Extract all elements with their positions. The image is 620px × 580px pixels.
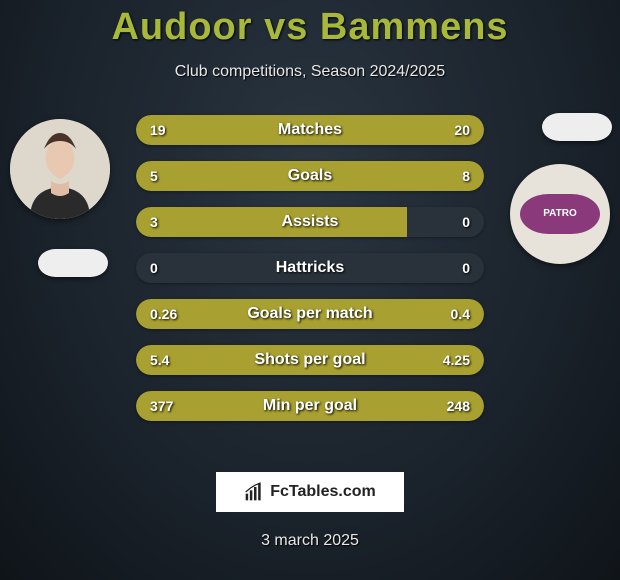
stat-label: Hattricks xyxy=(136,259,484,277)
stat-value-left: 377 xyxy=(150,398,173,414)
comparison-area: PATRO 1920Matches58Goals30Assists00Hattr… xyxy=(0,109,620,474)
stat-bar-left xyxy=(136,207,407,237)
stat-value-left: 3 xyxy=(150,214,158,230)
stat-value-right: 0 xyxy=(462,214,470,230)
stat-value-right: 248 xyxy=(447,398,470,414)
page-subtitle: Club competitions, Season 2024/2025 xyxy=(175,63,445,81)
stat-value-left: 0.26 xyxy=(150,306,177,322)
player-right-flag xyxy=(542,113,612,141)
footer: FcTables.com 3 march 2025 xyxy=(0,474,620,580)
brand-badge[interactable]: FcTables.com xyxy=(218,474,402,510)
page-title: Audoor vs Bammens xyxy=(111,6,508,49)
stat-value-right: 20 xyxy=(454,122,470,138)
club-logo: PATRO xyxy=(520,194,600,234)
stat-row: 0.260.4Goals per match xyxy=(136,299,484,329)
stat-value-left: 5 xyxy=(150,168,158,184)
stat-value-left: 0 xyxy=(150,260,158,276)
chart-icon xyxy=(244,482,264,502)
stat-value-right: 0.4 xyxy=(451,306,470,322)
stat-row: 30Assists xyxy=(136,207,484,237)
player-left-flag xyxy=(38,249,108,277)
stat-value-right: 4.25 xyxy=(443,352,470,368)
stat-row: 0 0Hattricks xyxy=(136,253,484,283)
date-text: 3 march 2025 xyxy=(261,532,359,550)
stat-value-right: 8 xyxy=(462,168,470,184)
stat-row: 5.44.25Shots per goal xyxy=(136,345,484,375)
player-right-avatar: PATRO xyxy=(510,164,610,264)
stat-bar-right xyxy=(270,161,484,191)
player-left-avatar xyxy=(10,119,110,219)
stat-value-left: 5.4 xyxy=(150,352,169,368)
stat-row: 58Goals xyxy=(136,161,484,191)
club-logo-text: PATRO xyxy=(543,209,577,219)
stat-value-left: 19 xyxy=(150,122,166,138)
stat-row: 1920Matches xyxy=(136,115,484,145)
stat-row: 377248Min per goal xyxy=(136,391,484,421)
content-wrapper: Audoor vs Bammens Club competitions, Sea… xyxy=(0,0,620,580)
person-icon xyxy=(10,119,110,219)
brand-text: FcTables.com xyxy=(270,483,376,501)
stat-bars: 1920Matches58Goals30Assists00Hattricks0.… xyxy=(136,115,484,421)
stat-value-right: 0 xyxy=(462,260,470,276)
